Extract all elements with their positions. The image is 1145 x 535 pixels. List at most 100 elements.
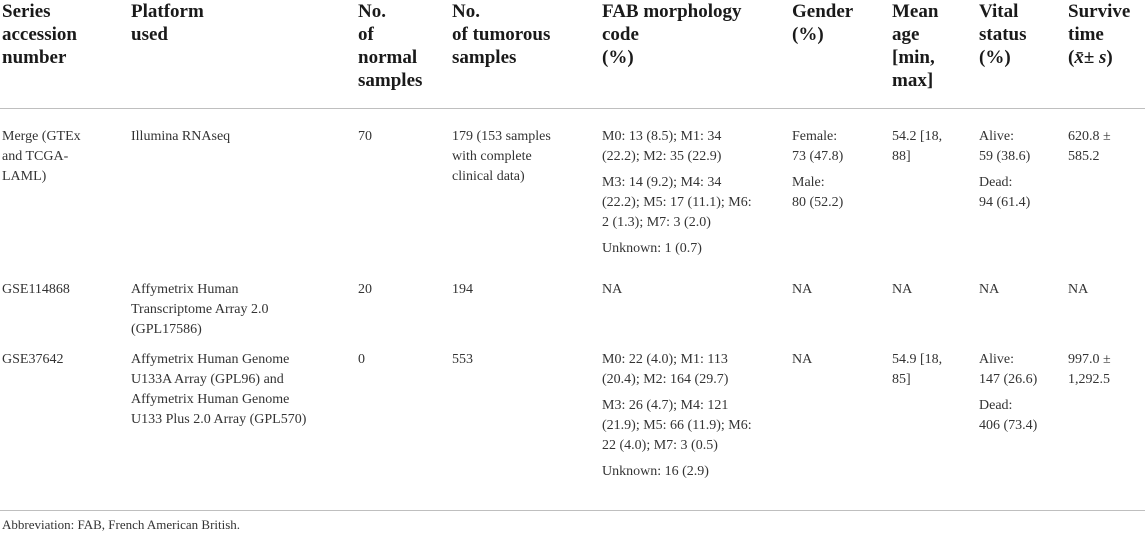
cell-fab-part-line: M0: 13 (8.5); M1: 34 — [602, 129, 722, 144]
cell-vital-part: Alive: 59 (38.6) — [979, 127, 1030, 167]
cell-tumor: 194 — [452, 280, 473, 300]
header-normal-line: samples — [358, 70, 423, 91]
header-normal-line: normal — [358, 47, 418, 68]
cell-vital-part-line: Dead: — [979, 398, 1013, 413]
header-divider — [0, 108, 1145, 109]
cell-age-line: NA — [892, 282, 913, 297]
header-age-line: Mean — [892, 1, 939, 22]
cell-gender-part: Female: 73 (47.8) — [792, 127, 843, 167]
cell-age: 54.2 [18, 88] — [892, 127, 942, 167]
cell-gender-part-line: NA — [792, 282, 813, 297]
cell-age-line: 54.2 [18, — [892, 129, 943, 144]
cell-fab-part-line: (22.2); M2: 35 (22.9) — [602, 149, 722, 164]
cell-tumor-line: clinical data) — [452, 169, 525, 184]
header-age-line: age — [892, 24, 920, 45]
cell-gender-part-line: 73 (47.8) — [792, 149, 844, 164]
header-platform: Platform used — [131, 0, 204, 46]
cell-fab-part-line: NA — [602, 282, 623, 297]
header-series-line: number — [2, 47, 67, 68]
cell-age-line: 54.9 [18, — [892, 352, 943, 367]
header-tumor-line: samples — [452, 47, 517, 68]
cell-gender-part-line: Female: — [792, 129, 838, 144]
header-series-line: Series — [2, 1, 51, 22]
cell-survive: 620.8 ± 585.2 — [1068, 127, 1111, 167]
cell-vital-part: Alive: 147 (26.6) — [979, 350, 1037, 390]
cell-survive-line: 585.2 — [1068, 149, 1100, 164]
cell-series: GSE37642 — [2, 350, 63, 370]
cell-vital-part-line: Alive: — [979, 352, 1014, 367]
cell-series: GSE114868 — [2, 280, 70, 300]
cell-tumor: 553 — [452, 350, 473, 370]
cell-platform: Affymetrix Human Transcriptome Array 2.0 (… — [131, 280, 269, 340]
cell-platform-line: Affymetrix Human Genome — [131, 352, 290, 367]
cell-fab-part-line: (22.2); M5: 17 (11.1); M6: — [602, 195, 752, 210]
cell-survive: NA — [1068, 280, 1088, 300]
cell-vital-part: NA — [979, 280, 999, 300]
cell-survive-line: NA — [1068, 282, 1089, 297]
header-normal-line: No. — [358, 1, 386, 22]
header-age-line: max] — [892, 70, 934, 91]
cell-gender-part-line: Male: — [792, 175, 825, 190]
cell-fab-part-line: Unknown: 1 (0.7) — [602, 241, 702, 256]
cell-vital-part-line: 94 (61.4) — [979, 195, 1031, 210]
cell-gender-part: NA — [792, 350, 812, 370]
header-gender-line: Gender — [792, 1, 854, 22]
cell-tumor-line: 179 (153 samples — [452, 129, 551, 144]
header-fab-line: (%) — [602, 47, 634, 68]
cell-survive-line: 1,292.5 — [1068, 372, 1110, 387]
cell-fab-part-line: M3: 26 (4.7); M4: 121 — [602, 398, 729, 413]
cell-survive-line: 997.0 ± — [1068, 352, 1111, 367]
cell-fab-part: NA — [602, 280, 622, 300]
cell-age: 54.9 [18, 85] — [892, 350, 942, 390]
cell-series-line: GSE37642 — [2, 352, 64, 367]
cell-normal: 70 — [358, 129, 372, 144]
header-survive-line: Survive — [1068, 1, 1131, 22]
cell-age-line: 85] — [892, 372, 911, 387]
header-gender: Gender (%) — [792, 0, 853, 46]
cell-normal: 20 — [358, 282, 372, 297]
header-survive-line: time — [1068, 24, 1104, 45]
header-age: Mean age [min, max] — [892, 0, 938, 92]
cell-fab-part: M0: 22 (4.0); M1: 113 (20.4); M2: 164 (29… — [602, 350, 728, 390]
cell-age-line: 88] — [892, 149, 911, 164]
cell-fab-part-line: 22 (4.0); M7: 3 (0.5) — [602, 438, 718, 453]
header-vital-line: (%) — [979, 47, 1011, 68]
cell-series: Merge (GTEx and TCGA- LAML) — [2, 127, 81, 187]
cell-normal: 0 — [358, 352, 365, 367]
cell-series-line: and TCGA- — [2, 149, 69, 164]
cell-fab-part-line: M0: 22 (4.0); M1: 113 — [602, 352, 728, 367]
header-survive-line: (x̄± s) — [1068, 47, 1113, 68]
cell-gender-part: Male: 80 (52.2) — [792, 173, 843, 213]
cell-survive: 997.0 ± 1,292.5 — [1068, 350, 1111, 390]
header-survive: Survive time (x̄± s) — [1068, 0, 1130, 69]
cell-fab-part-line: Unknown: 16 (2.9) — [602, 464, 709, 479]
header-normal: No. of normal samples — [358, 0, 422, 92]
cell-platform-line: Transcriptome Array 2.0 — [131, 302, 269, 317]
cell-series-line: LAML) — [2, 169, 47, 184]
header-age-line: [min, — [892, 47, 935, 68]
cell-vital-part-line: Alive: — [979, 129, 1014, 144]
header-platform-line: used — [131, 24, 168, 45]
cell-fab-part-line: (21.9); M5: 66 (11.9); M6: — [602, 418, 752, 433]
header-fab-line: code — [602, 24, 639, 45]
header-platform-line: Platform — [131, 1, 204, 22]
cell-vital-part-line: 59 (38.6) — [979, 149, 1031, 164]
cell-series-line: GSE114868 — [2, 282, 70, 297]
cell-gender-part: NA — [792, 280, 812, 300]
header-tumor-line: of tumorous — [452, 24, 551, 45]
cell-fab-part: M3: 26 (4.7); M4: 121 (21.9); M5: 66 (11.… — [602, 396, 752, 456]
cell-fab-part-line: 2 (1.3); M7: 3 (2.0) — [602, 215, 711, 230]
cell-age: NA — [892, 280, 912, 300]
cell-tumor: 179 (153 samples with complete clinical da… — [452, 127, 551, 187]
cell-platform-line: (GPL17586) — [131, 322, 202, 337]
cell-platform: Illumina RNAseq — [131, 127, 230, 147]
table-footnote: Abbreviation: FAB, French American Briti… — [2, 517, 241, 532]
header-gender-line: (%) — [792, 24, 824, 45]
cell-survive-line: 620.8 ± — [1068, 129, 1111, 144]
header-normal-line: of — [358, 24, 374, 45]
cell-fab-part: M0: 13 (8.5); M1: 34 (22.2); M2: 35 (22.9… — [602, 127, 721, 167]
cell-fab-part-line: M3: 14 (9.2); M4: 34 — [602, 175, 722, 190]
cell-tumor-line: with complete — [452, 149, 532, 164]
cell-platform-line: U133A Array (GPL96) and — [131, 372, 284, 387]
